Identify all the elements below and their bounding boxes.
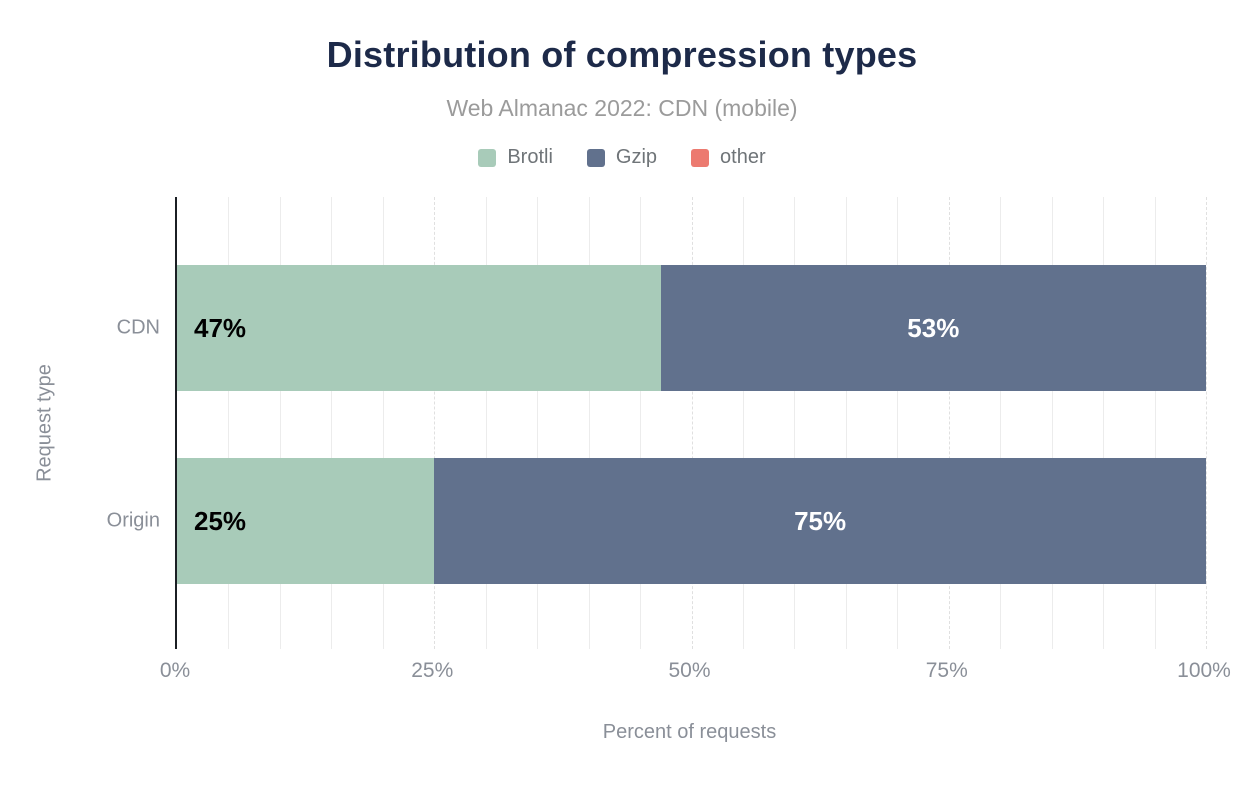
legend-item-other[interactable]: other (691, 146, 766, 169)
bar-value-label: 53% (907, 312, 960, 343)
x-axis-title: Percent of requests (602, 721, 777, 743)
x-tick-label-75: 75% (925, 659, 968, 682)
plot-area: 47% 53% 25% 75% (175, 197, 1207, 649)
legend-label: Gzip (615, 146, 658, 168)
grid-line-minor (382, 197, 384, 649)
grid-line-minor (640, 197, 642, 649)
grid-line-major (948, 197, 950, 649)
chart-subtitle: Web Almanac 2022: CDN (mobile) (446, 95, 798, 121)
grid-line-minor (588, 197, 590, 649)
legend-swatch-icon (691, 148, 710, 167)
grid-line-minor (537, 197, 539, 649)
chart-title: Distribution of compression types (326, 34, 918, 75)
x-tick-label-0: 0% (159, 659, 191, 682)
x-tick-label-50: 50% (668, 659, 711, 682)
x-tick-label-25: 25% (411, 659, 454, 682)
legend-swatch-icon (586, 148, 605, 167)
category-label-origin: Origin (106, 509, 160, 532)
bar-row-origin: 25% 75% (177, 458, 1206, 584)
bar-row-cdn: 47% 53% (177, 265, 1206, 391)
legend-label: other (720, 146, 766, 168)
grid-line-minor (279, 197, 281, 649)
bar-value-label: 75% (794, 505, 847, 536)
grid-line-major (434, 197, 436, 649)
bar-segment-gzip-cdn[interactable]: 53% (660, 265, 1206, 391)
legend-swatch-icon (478, 148, 497, 167)
grid-line-minor (845, 197, 847, 649)
grid-line-minor (897, 197, 899, 649)
bar-value-label: 25% (194, 505, 247, 536)
legend-item-brotli[interactable]: Brotli (478, 146, 553, 169)
grid-line-minor (485, 197, 487, 649)
bar-segment-brotli-origin[interactable]: 25% (177, 458, 435, 584)
grid-line-major (1206, 197, 1207, 649)
grid-line-minor (331, 197, 333, 649)
x-tick-label-100: 100% (1177, 659, 1231, 682)
legend-item-gzip[interactable]: Gzip (586, 146, 658, 169)
legend-label: Brotli (507, 146, 553, 168)
grid-line-minor (742, 197, 744, 649)
grid-line-minor (794, 197, 796, 649)
grid-line-major (691, 197, 693, 649)
grid-line-minor (1154, 197, 1156, 649)
y-axis-title: Request type (33, 364, 56, 482)
bar-value-label: 47% (194, 312, 247, 343)
grid-line-minor (1051, 197, 1053, 649)
grid-line-minor (1000, 197, 1002, 649)
bar-segment-brotli-cdn[interactable]: 47% (177, 265, 661, 391)
grid-line-minor (1103, 197, 1105, 649)
category-label-cdn: CDN (116, 316, 160, 339)
grid-line-minor (228, 197, 230, 649)
legend: Brotli Gzip other (0, 146, 1244, 169)
bar-segment-gzip-origin[interactable]: 75% (434, 458, 1206, 584)
